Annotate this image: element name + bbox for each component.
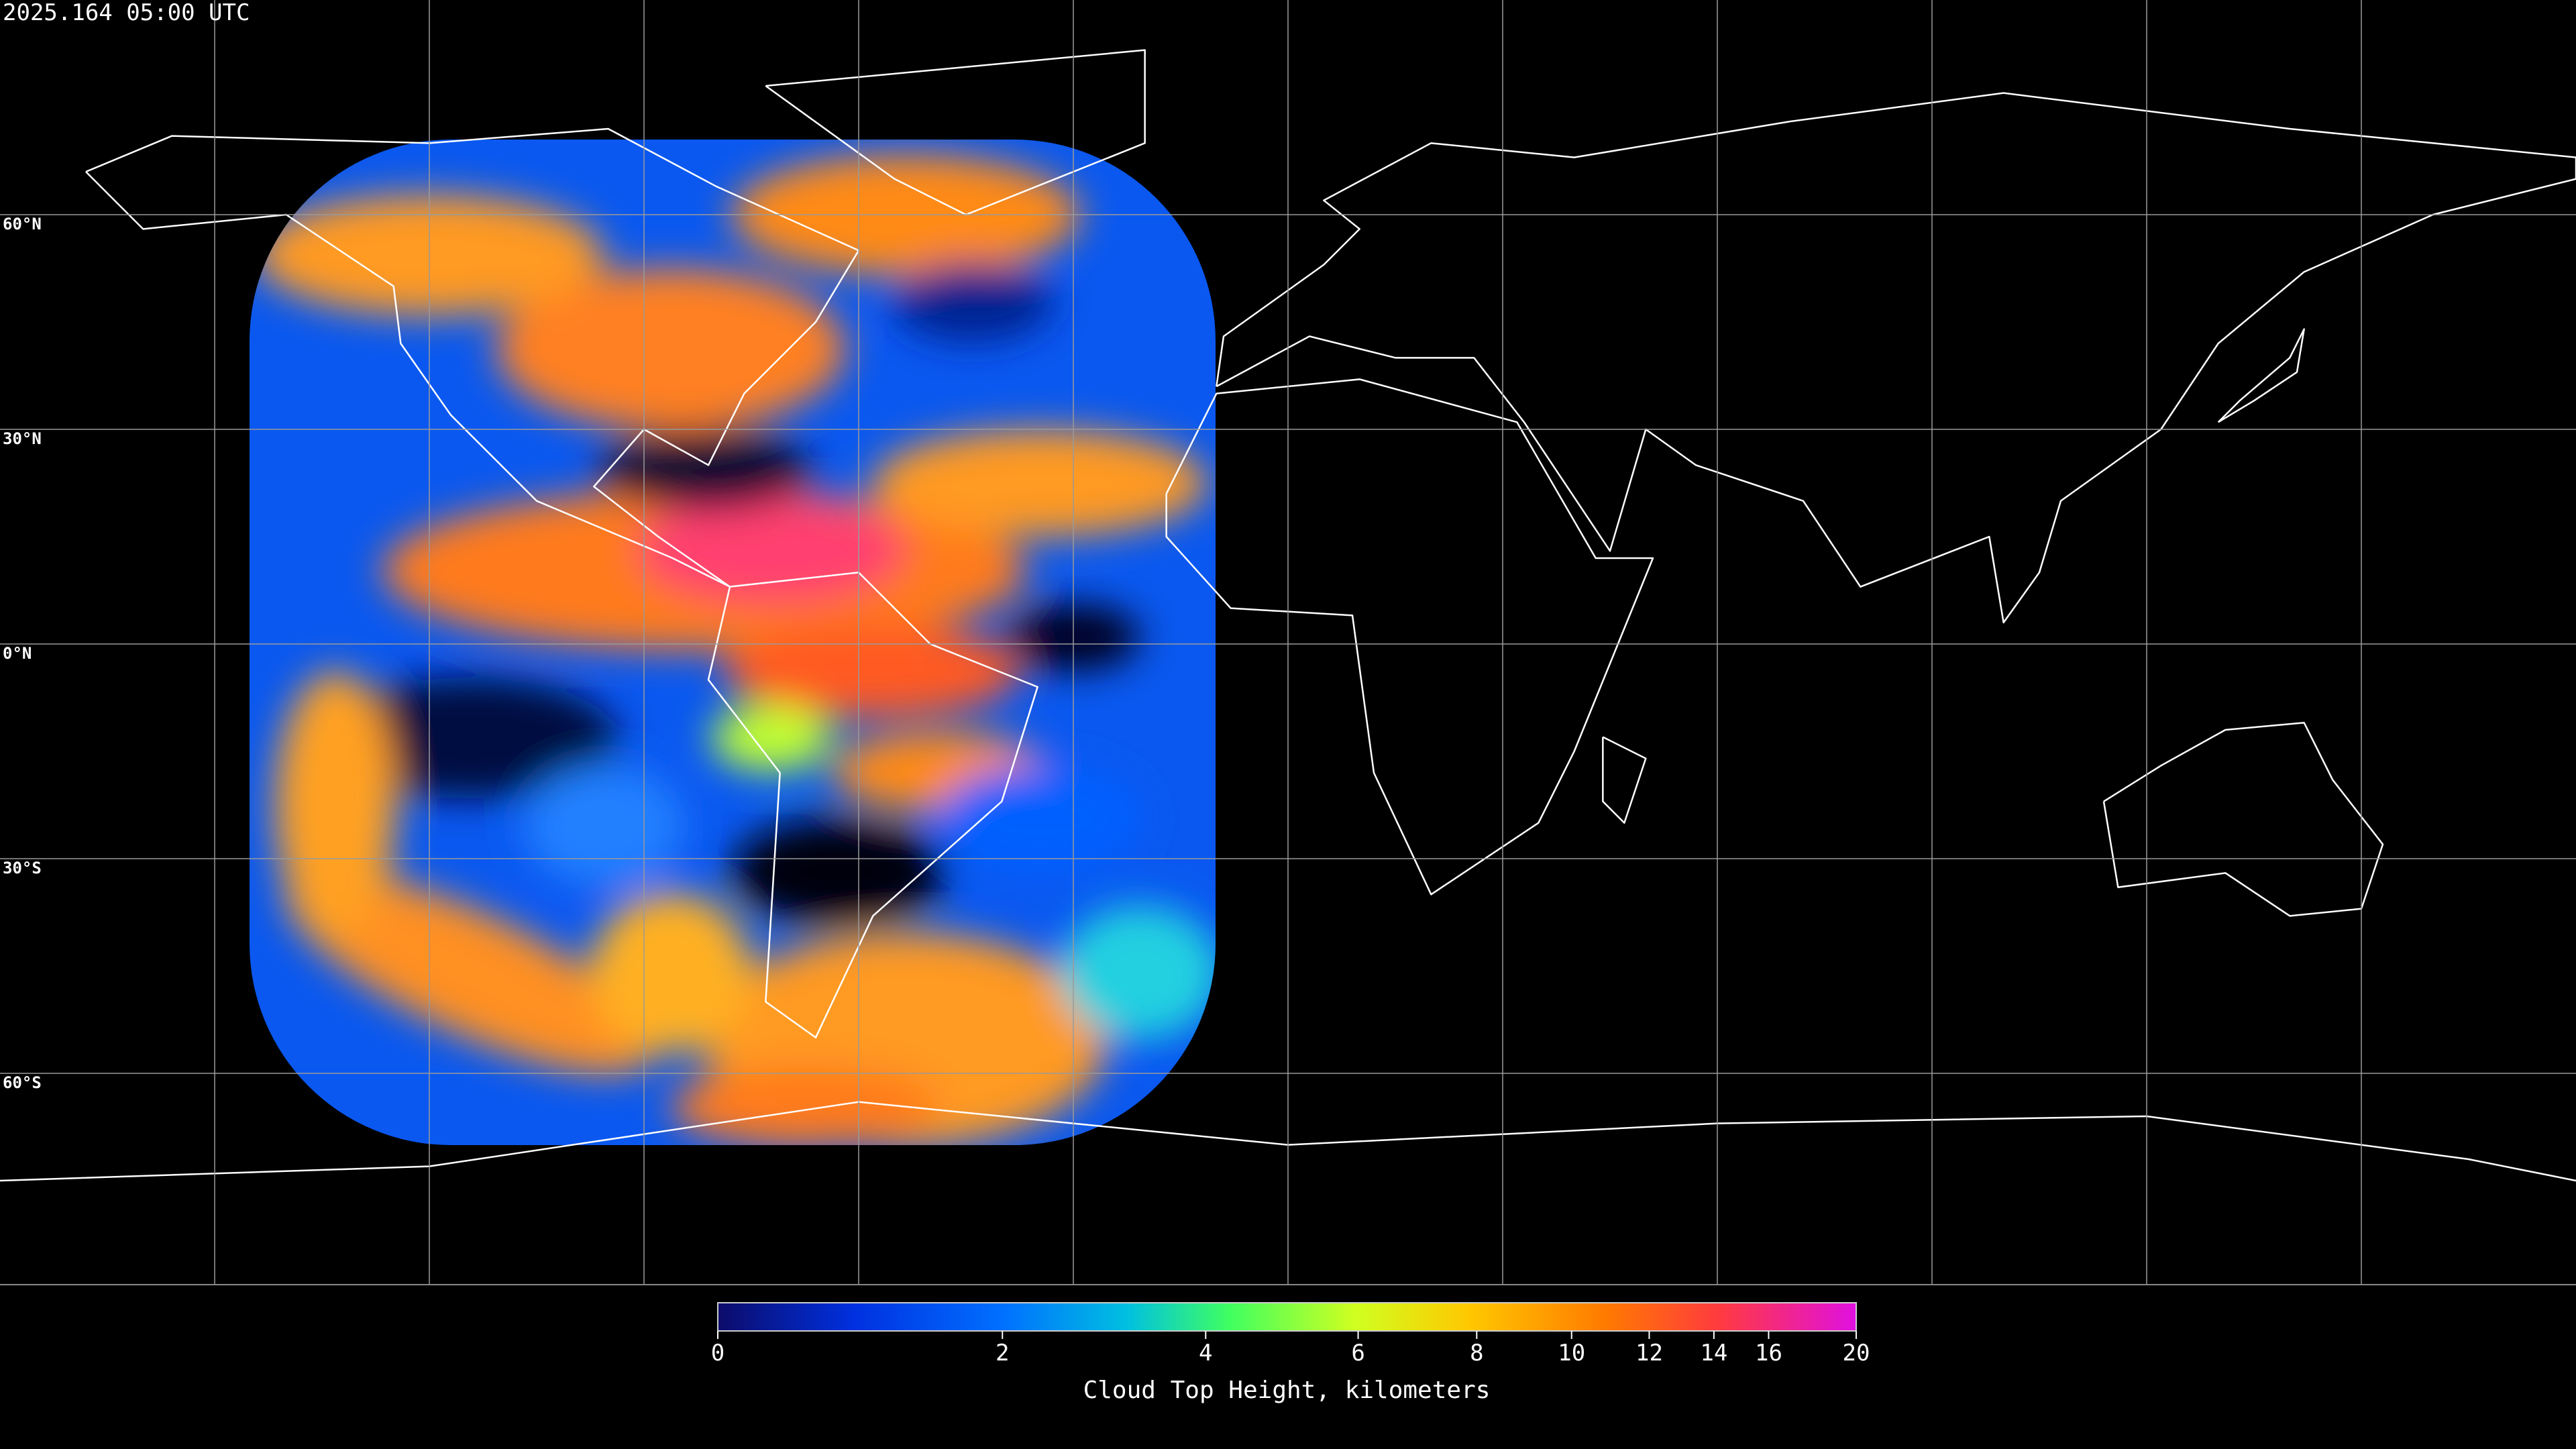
latitude-label: 60°S [3,1073,42,1092]
colorbar-tick-label: 12 [1635,1340,1663,1366]
latitude-label: 60°N [3,215,42,233]
colorbar-tick-label: 6 [1351,1340,1364,1366]
latitude-label: 30°S [3,859,42,877]
timestamp: 2025.164 05:00 UTC [3,0,250,26]
colorbar-axis: 0 2 4 6 8 10 12 14 16 20 [711,1331,1870,1366]
latitude-label: 30°N [3,429,42,448]
graticule [0,0,2576,1285]
coastline [2217,328,2305,423]
coastline [2102,722,2384,917]
latitude-label: 0°N [3,644,32,663]
colorbar-tick-label: 0 [711,1340,724,1366]
colorbar-tick-label: 20 [1843,1340,1870,1366]
coastline [707,572,1038,1038]
colorbar-tick-label: 14 [1700,1340,1727,1366]
coastline [765,49,1146,216]
colorbar-tick-label: 4 [1199,1340,1212,1366]
cloud-imagery [250,140,1216,1145]
colorbar-tick-label: 8 [1470,1340,1483,1366]
colorbar-label: Cloud Top Height, kilometers [1083,1377,1491,1404]
colorbar [717,1302,1857,1332]
colorbar-tick-label: 16 [1755,1340,1782,1366]
coastline [1216,92,2576,624]
colorbar-tick-label: 2 [996,1340,1009,1366]
latitude-labels: 60°N 30°N 0°N 30°S 60°S [3,215,42,1092]
colorbar-tick-label: 10 [1558,1340,1585,1366]
coastline [1165,378,1654,896]
coastline [1602,736,1647,824]
